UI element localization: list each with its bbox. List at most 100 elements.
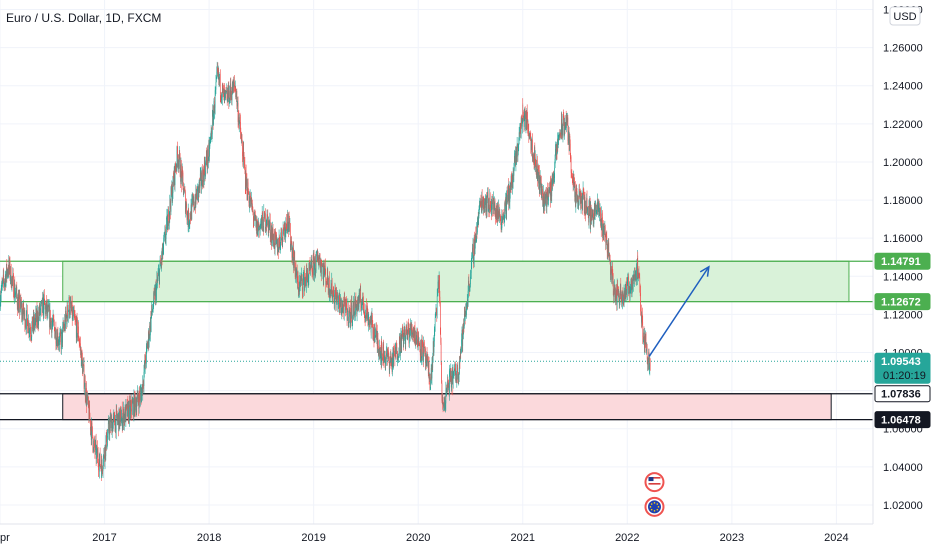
- candle-body: [524, 113, 525, 127]
- candle-body: [551, 178, 553, 185]
- candle-body: [470, 261, 472, 273]
- candle-body: [621, 297, 622, 302]
- candle-body: [176, 166, 177, 168]
- candle-body: [424, 346, 425, 352]
- candle-body: [631, 286, 633, 294]
- candle-body: [522, 104, 524, 117]
- candle-body: [251, 197, 253, 209]
- candle-body: [492, 199, 494, 210]
- candle-body: [294, 251, 295, 261]
- candle-body: [339, 295, 340, 308]
- candle-body: [344, 299, 346, 304]
- candle-body: [91, 422, 92, 440]
- candle-body: [14, 283, 16, 297]
- price-tick-label: 1.12000: [883, 309, 923, 321]
- candle-body: [64, 320, 65, 330]
- candle-body: [362, 292, 364, 303]
- candle-body: [104, 457, 105, 462]
- candle-body: [158, 271, 159, 275]
- candle-body: [107, 436, 108, 446]
- candle-body: [489, 193, 491, 206]
- candle-body: [236, 90, 238, 106]
- candle-body: [147, 344, 148, 349]
- candle-body: [83, 364, 85, 389]
- candle-body: [544, 196, 546, 199]
- candle-body: [608, 254, 610, 259]
- candle-body: [76, 317, 78, 320]
- candle-body: [626, 293, 628, 295]
- candle-body: [73, 309, 75, 316]
- candle-body: [369, 322, 370, 325]
- candle-body: [370, 316, 372, 333]
- candle-body: [160, 262, 162, 265]
- candle-body: [142, 384, 143, 395]
- candle-body: [460, 351, 462, 353]
- candle-body: [182, 169, 183, 173]
- candle-body: [77, 333, 79, 338]
- candle-body: [130, 404, 131, 406]
- candle-body: [105, 445, 106, 457]
- candle-body: [213, 113, 214, 125]
- candle-body: [540, 182, 542, 188]
- candle-body: [82, 365, 84, 374]
- candle-body: [252, 205, 253, 210]
- candle-body: [644, 336, 645, 349]
- candle-body: [221, 98, 222, 100]
- candle-body: [389, 361, 391, 363]
- candle-body: [135, 404, 137, 411]
- candle-body: [458, 367, 460, 375]
- candle-body: [439, 275, 440, 297]
- candle-body: [374, 329, 376, 342]
- candle-body: [193, 196, 195, 209]
- candle-body: [600, 219, 602, 222]
- candle-body: [81, 351, 83, 359]
- candle-body: [523, 115, 525, 127]
- candle-body: [392, 349, 394, 365]
- candle-body: [537, 159, 538, 180]
- candle-body: [194, 200, 196, 209]
- candle-body: [271, 229, 272, 243]
- candle-body: [643, 332, 645, 337]
- candle-body: [487, 194, 488, 199]
- candle-body: [216, 77, 217, 82]
- candle-body: [2, 278, 4, 283]
- candle-body: [592, 211, 594, 219]
- candle-body: [394, 350, 395, 356]
- candle-body: [308, 266, 310, 270]
- candle-body: [646, 345, 648, 351]
- candle-body: [183, 193, 185, 195]
- candle-body: [583, 188, 585, 199]
- candle-body: [219, 73, 221, 83]
- candle-body: [212, 111, 214, 125]
- candle-body: [345, 299, 347, 311]
- candle-body: [21, 308, 23, 315]
- candle-body: [136, 404, 137, 412]
- candle-body: [630, 283, 632, 291]
- candle-body: [450, 368, 452, 381]
- candle-body: [620, 295, 622, 298]
- candle-body: [45, 306, 47, 315]
- candle-body: [335, 293, 337, 308]
- candle-body: [388, 361, 390, 371]
- candle-body: [416, 328, 418, 339]
- candle-body: [511, 178, 513, 190]
- candle-body: [433, 341, 434, 353]
- candle-body: [26, 310, 28, 311]
- candle-body: [238, 117, 240, 127]
- candle-body: [616, 288, 617, 295]
- candle-body: [569, 136, 570, 151]
- candle-body: [116, 410, 117, 412]
- candle-body: [414, 328, 416, 341]
- candle-body: [350, 312, 352, 316]
- candle-body: [548, 189, 550, 191]
- candle-body: [22, 312, 24, 319]
- candle-body: [235, 96, 237, 98]
- candle-body: [194, 207, 195, 209]
- candle-body: [86, 393, 88, 398]
- candle-body: [266, 214, 268, 226]
- candle-body: [486, 198, 488, 212]
- candle-body: [12, 274, 14, 280]
- candle-body: [116, 411, 118, 419]
- candle-body: [63, 323, 64, 329]
